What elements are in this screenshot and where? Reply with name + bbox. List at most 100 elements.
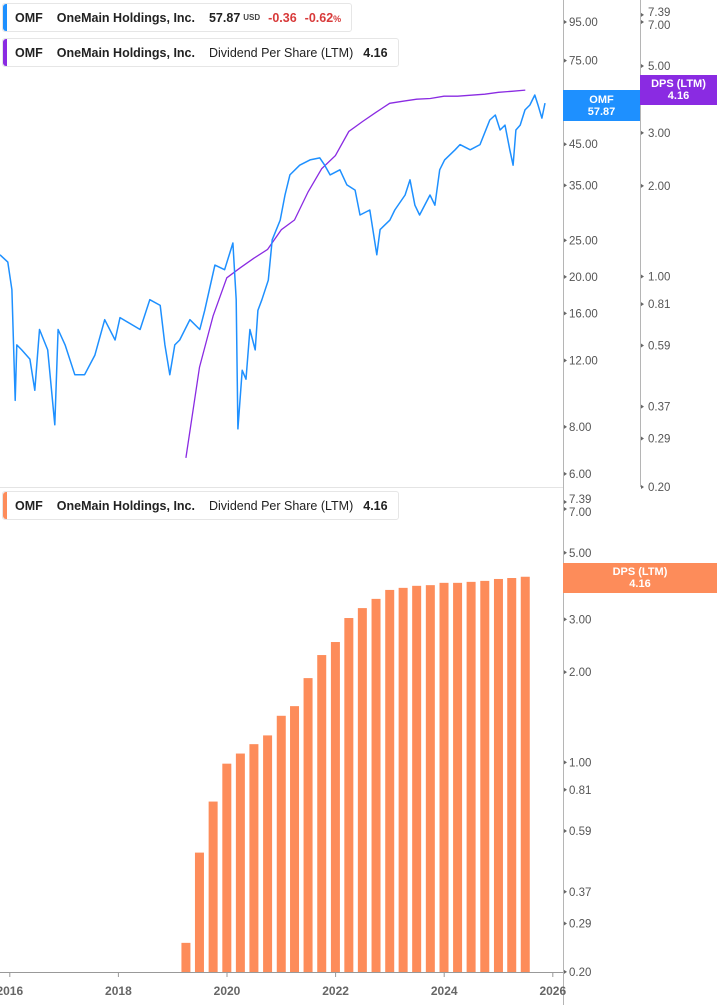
dps-axis-label: 7.39 bbox=[648, 7, 670, 19]
dps-bar bbox=[208, 801, 218, 972]
price-axis-label: 35.00 bbox=[569, 180, 598, 192]
price-axis-label: 12.00 bbox=[569, 355, 598, 367]
dps-line bbox=[185, 89, 526, 458]
x-axis-label: 2020 bbox=[214, 984, 241, 998]
bar-axis-label: 0.81 bbox=[569, 785, 591, 797]
pct-sign: % bbox=[333, 13, 342, 24]
dps-bar bbox=[398, 587, 408, 972]
bar-axis-tick bbox=[564, 617, 567, 622]
x-axis-label: 2022 bbox=[322, 984, 349, 998]
dps-bar bbox=[276, 715, 286, 972]
dps-bar bbox=[235, 753, 245, 972]
price-axis-tick bbox=[564, 358, 567, 363]
dps-bar bbox=[493, 578, 503, 972]
price-axis-label: 6.00 bbox=[569, 469, 591, 481]
dps-axis-label: 2.00 bbox=[648, 181, 670, 193]
dps-axis-label: 0.29 bbox=[648, 433, 670, 445]
dps-bar bbox=[330, 642, 340, 972]
dps-axis-tick bbox=[641, 302, 644, 307]
bar-axis-tick bbox=[564, 507, 567, 511]
bar-axis-label: 3.00 bbox=[569, 614, 591, 626]
dps-bar bbox=[425, 585, 435, 972]
change-pct-value: -0.62 bbox=[304, 10, 334, 25]
bar-axis-label: 2.00 bbox=[569, 667, 591, 679]
dps-axis-label: 1.00 bbox=[648, 272, 670, 284]
dps-axis-tick bbox=[641, 12, 644, 17]
bar-axis-label: 0.37 bbox=[569, 887, 591, 899]
dps-tag-value: 4.16 bbox=[667, 90, 690, 102]
dps-tag-top: DPS (LTM) 4.16 bbox=[640, 75, 717, 105]
bar-axis-label: 0.20 bbox=[569, 967, 591, 979]
bar-axis-tick bbox=[564, 499, 567, 504]
dps-bar bbox=[222, 763, 232, 972]
dps-bar bbox=[357, 608, 367, 972]
bar-axis-tick bbox=[564, 889, 567, 894]
price-tag-label: OMF bbox=[589, 93, 614, 106]
price-tag-value: 57.87 bbox=[587, 105, 616, 118]
dps-axis-tick bbox=[641, 64, 644, 69]
series-color-marker bbox=[3, 39, 7, 66]
dps-tag-label: DPS (LTM) bbox=[612, 566, 668, 578]
bar-axis-tick bbox=[564, 969, 567, 974]
dps-axis-label: 0.20 bbox=[648, 482, 670, 494]
bar-axis-label: 7.39 bbox=[569, 494, 591, 506]
bar-axis-tick bbox=[564, 760, 567, 765]
price-axis-label: 45.00 bbox=[569, 139, 598, 151]
legend-price[interactable]: OMF OneMain Holdings, Inc. 57.87 USD -0.… bbox=[2, 3, 353, 32]
bar-axis-tick bbox=[564, 787, 567, 792]
bar-axis-label: 0.59 bbox=[569, 826, 591, 838]
x-axis-label: 2024 bbox=[431, 984, 458, 998]
dps-bar bbox=[507, 578, 517, 972]
dps-bar bbox=[290, 706, 300, 972]
price-axis-label: 75.00 bbox=[569, 56, 598, 68]
dps-axis-tick bbox=[641, 404, 644, 409]
bar-axis-label: 1.00 bbox=[569, 757, 591, 769]
dps-bar bbox=[194, 852, 204, 972]
legend-company: OneMain Holdings, Inc. bbox=[56, 498, 195, 513]
dps-tag-label: DPS (LTM) bbox=[651, 78, 706, 90]
price-axis-tick bbox=[564, 274, 567, 279]
price-axis-tick bbox=[564, 311, 567, 316]
dps-axis-tick bbox=[641, 436, 644, 441]
bar-axis-label: 0.29 bbox=[569, 919, 591, 931]
dps-bar bbox=[181, 942, 191, 972]
price-axis-label: 95.00 bbox=[569, 17, 598, 29]
legend-company: OneMain Holdings, Inc. bbox=[56, 10, 195, 25]
dps-bar bbox=[453, 582, 463, 972]
price-axis-tick bbox=[564, 238, 567, 243]
price-axis-label: 8.00 bbox=[569, 422, 591, 434]
legend-dps-bottom[interactable]: OMF OneMain Holdings, Inc. Dividend Per … bbox=[2, 491, 399, 520]
bar-axis-label: 7.00 bbox=[569, 507, 591, 519]
price-axis-label: 20.00 bbox=[569, 272, 598, 284]
legend-metric: Dividend Per Share (LTM) bbox=[208, 45, 354, 60]
legend-dps-top[interactable]: OMF OneMain Holdings, Inc. Dividend Per … bbox=[2, 38, 399, 67]
legend-value: 4.16 bbox=[363, 45, 388, 60]
legend-metric: Dividend Per Share (LTM) bbox=[208, 498, 354, 513]
dps-bar bbox=[520, 576, 530, 972]
legend-currency: USD bbox=[243, 13, 261, 22]
dps-bar bbox=[303, 678, 313, 972]
price-axis-tick bbox=[564, 58, 567, 63]
price-axis-tick bbox=[564, 424, 567, 429]
price-axis-tick bbox=[564, 471, 567, 476]
dps-axis-tick bbox=[641, 183, 644, 188]
price-axis-label: 25.00 bbox=[569, 235, 598, 247]
dps-tag-bottom: DPS (LTM) 4.16 bbox=[563, 563, 717, 593]
series-color-marker bbox=[3, 4, 7, 31]
dps-axis-tick bbox=[641, 485, 644, 490]
dps-bar bbox=[263, 735, 273, 972]
price-line bbox=[0, 94, 546, 430]
dps-axis-tick bbox=[641, 274, 644, 279]
legend-company: OneMain Holdings, Inc. bbox=[56, 45, 195, 60]
price-axis-tick bbox=[564, 142, 567, 147]
x-axis-label: 2026 bbox=[539, 984, 566, 998]
price-axis-tick bbox=[564, 20, 567, 24]
dps-axis-label: 3.00 bbox=[648, 128, 670, 140]
price-tag: OMF 57.87 bbox=[563, 90, 640, 121]
legend-change: -0.36 bbox=[268, 10, 297, 25]
bar-axis-tick bbox=[564, 829, 567, 834]
dps-axis-label: 5.00 bbox=[648, 61, 670, 73]
dps-axis-label: 7.00 bbox=[648, 20, 670, 32]
bar-axis-tick bbox=[564, 670, 567, 675]
